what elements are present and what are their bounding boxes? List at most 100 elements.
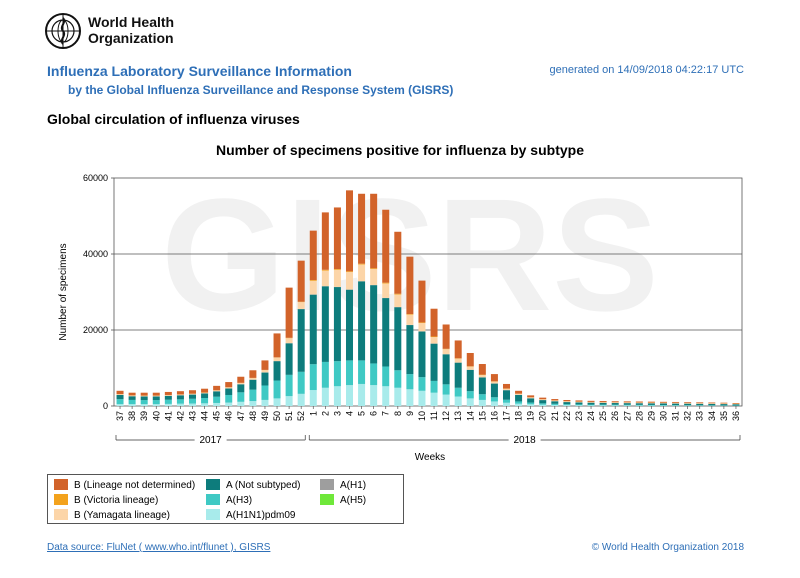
bar-segment (116, 399, 124, 405)
legend-item: A (Not subtyped) (206, 479, 300, 492)
bar-segment (321, 286, 329, 362)
bar-segment (249, 378, 257, 380)
bar-segment (201, 403, 209, 406)
year-label-bg (194, 434, 227, 446)
bar-segment (297, 393, 305, 406)
bar-segment (164, 399, 172, 404)
x-tick-label: 19 (526, 411, 536, 421)
bar-segment (188, 394, 197, 399)
bar-segment (575, 402, 583, 405)
data-source-link[interactable]: Data source: FluNet ( www.who.int/flunet… (47, 542, 271, 553)
x-tick-label: 3 (332, 411, 342, 416)
bar-segment (696, 403, 704, 406)
bar-segment (382, 282, 390, 284)
bar-segment (539, 403, 547, 405)
bar-segment (635, 403, 643, 405)
bar-segment (442, 324, 450, 349)
bar-segment (213, 390, 221, 392)
generated-timestamp: generated on 14/09/2018 04:22:17 UTC (549, 64, 744, 76)
bar-segment (116, 404, 124, 406)
bar-segment (116, 394, 124, 395)
legend-item: A(H5) (320, 494, 366, 507)
bar-segment (273, 361, 281, 381)
bar-segment (478, 377, 486, 395)
y-tick-label: 0 (103, 401, 108, 411)
bar-segment (345, 190, 354, 272)
bar-segment (454, 340, 462, 359)
bar-segment (333, 207, 341, 270)
bar-segment (225, 388, 233, 395)
bar-segment (659, 401, 668, 403)
bar-segment (140, 400, 148, 405)
bar-segment (551, 404, 559, 406)
bar-segment (575, 405, 583, 406)
bar-segment (418, 390, 426, 406)
x-tick-label: 23 (574, 411, 584, 421)
bar-segment (527, 395, 535, 398)
bar-segment (128, 392, 136, 396)
bar-segment (273, 398, 281, 406)
bar-segment (551, 401, 559, 404)
bar-segment (285, 287, 293, 338)
year-label-bg (508, 434, 541, 446)
bar-segment (225, 402, 233, 406)
bar-segment (454, 358, 462, 363)
bar-segment (430, 337, 438, 344)
bar-segment (466, 369, 474, 392)
bar-segment (333, 269, 341, 270)
bar-segment (164, 395, 172, 400)
x-tick-label: 10 (417, 411, 427, 421)
x-tick-label: 15 (477, 411, 487, 421)
bar-segment (587, 400, 595, 402)
legend-label: A(H5) (340, 495, 367, 506)
bar-segment (635, 405, 643, 406)
legend-item: A(H1) (320, 479, 366, 492)
bar-segment (406, 389, 414, 406)
x-tick-label: 18 (514, 411, 524, 421)
bar-segment (623, 405, 631, 406)
bar-segment (333, 269, 341, 287)
bar-segment (430, 343, 438, 381)
bar-segment (539, 400, 547, 404)
bar-segment (539, 404, 547, 406)
bar-segment (176, 394, 184, 396)
bar-segment (563, 402, 571, 405)
bar-segment (358, 281, 366, 361)
bar-segment (188, 403, 197, 406)
bar-segment (454, 362, 462, 388)
x-tick-label: 12 (441, 411, 451, 421)
x-tick-label: 24 (586, 411, 596, 421)
bar-segment (539, 397, 547, 400)
x-tick-label: 2 (320, 411, 330, 416)
bar-segment (321, 212, 329, 270)
x-tick-label: 22 (562, 411, 572, 421)
bar-segment (176, 391, 184, 395)
bar-segment (321, 270, 329, 287)
legend-swatch (206, 509, 220, 520)
y-axis-label: Number of specimens (58, 243, 69, 340)
bar-segment (358, 360, 366, 384)
bar-segment (370, 363, 378, 386)
page-title: Influenza Laboratory Surveillance Inform… (47, 63, 352, 79)
bar-segment (575, 400, 583, 402)
bar-segment (213, 385, 221, 391)
bar-segment (394, 294, 402, 308)
bar-segment (635, 401, 643, 403)
bar-segment (515, 390, 523, 394)
bar-segment (333, 386, 341, 406)
bar-segment (188, 398, 197, 404)
bar-segment (201, 392, 209, 394)
y-tick-label: 60000 (83, 173, 108, 183)
bar-segment (382, 386, 390, 406)
legend-item: B (Yamagata lineage) (54, 509, 170, 522)
year-label: 2018 (513, 435, 536, 446)
page-subtitle: by the Global Influenza Surveillance and… (68, 83, 454, 97)
bar-segment (273, 380, 281, 399)
x-tick-label: 25 (598, 411, 608, 421)
bar-segment (515, 403, 523, 406)
y-tick-label: 20000 (83, 325, 108, 335)
x-tick-label: 33 (695, 411, 705, 421)
bar-segment (430, 380, 438, 393)
bar-segment (672, 401, 680, 403)
bar-segment (345, 271, 354, 273)
